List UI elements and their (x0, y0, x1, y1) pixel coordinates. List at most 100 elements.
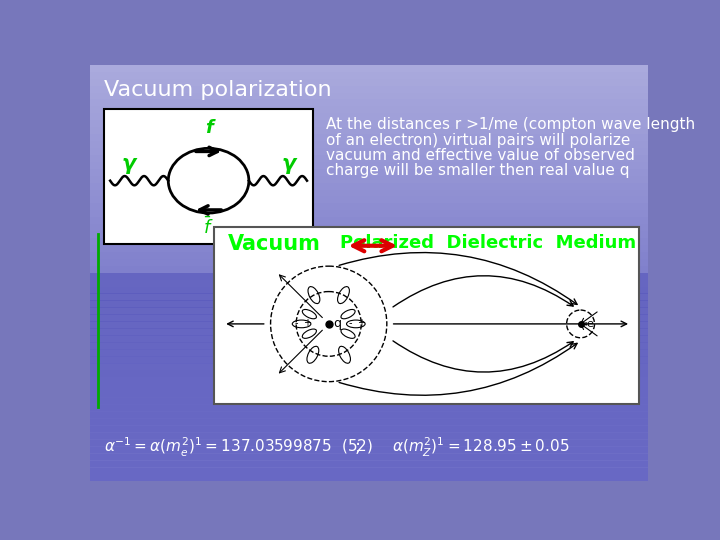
Bar (90, 65, 648, 72)
Bar (90, 266, 648, 273)
Bar (90, 453, 648, 461)
Bar (90, 439, 648, 447)
Text: $\alpha^{-1} = \alpha(m_e^2)^1 = 137.03599875\ \ (52)$: $\alpha^{-1} = \alpha(m_e^2)^1 = 137.035… (104, 436, 373, 459)
Bar (90, 342, 648, 350)
Text: f: f (204, 119, 212, 137)
Bar (90, 106, 648, 114)
Bar (90, 474, 648, 481)
Bar (90, 307, 648, 315)
Bar (90, 432, 648, 440)
Bar (90, 425, 648, 433)
Bar (90, 197, 648, 204)
Bar (90, 99, 648, 107)
Bar (90, 349, 648, 356)
Bar (90, 204, 648, 211)
Bar (90, 321, 648, 329)
Bar (90, 404, 648, 412)
Bar (90, 328, 648, 336)
Bar (90, 287, 648, 294)
Bar (90, 439, 648, 447)
Bar (90, 307, 648, 315)
Bar (90, 335, 648, 343)
Bar (214, 226, 639, 403)
Bar (90, 168, 648, 177)
Bar (90, 342, 648, 350)
Bar (90, 300, 648, 308)
Bar (90, 335, 648, 343)
Bar (90, 314, 648, 322)
Bar (90, 79, 648, 86)
Bar (90, 92, 648, 100)
Bar (90, 377, 648, 384)
Bar (90, 370, 648, 377)
Bar (90, 162, 648, 170)
Bar (90, 155, 648, 163)
Bar (90, 411, 648, 419)
Text: -: - (294, 318, 298, 328)
Bar (90, 390, 648, 398)
Bar (90, 418, 648, 426)
Text: γ: γ (122, 154, 136, 174)
Bar (90, 460, 648, 468)
Bar (90, 273, 648, 280)
Text: Polarized  Dielectric  Medium: Polarized Dielectric Medium (340, 234, 636, 252)
Bar (90, 363, 648, 370)
Bar (90, 383, 648, 392)
Bar (90, 85, 648, 93)
Bar (90, 294, 648, 301)
Bar (90, 404, 648, 412)
Bar (90, 113, 648, 121)
Bar (90, 217, 648, 225)
Bar (90, 446, 648, 454)
Bar (90, 190, 648, 197)
Bar (90, 363, 648, 370)
Text: -e: -e (584, 319, 595, 329)
Bar (104, 110, 313, 244)
Bar (90, 273, 648, 280)
Bar (90, 314, 648, 322)
Text: q: q (333, 318, 341, 330)
Bar (90, 300, 648, 308)
Bar (90, 460, 648, 468)
Bar (90, 259, 648, 267)
Bar (90, 245, 648, 253)
Bar (90, 390, 648, 398)
Bar (90, 446, 648, 454)
Bar (90, 383, 648, 392)
Text: $\alpha(m_Z^2)^1 = 128.95 \pm 0.05$: $\alpha(m_Z^2)^1 = 128.95 \pm 0.05$ (392, 436, 570, 459)
Bar (90, 328, 648, 336)
Bar (90, 211, 648, 218)
Bar (90, 176, 648, 184)
Text: At the distances r >1/me (compton wave length: At the distances r >1/me (compton wave l… (326, 117, 696, 132)
Text: Vacuum: Vacuum (228, 234, 321, 254)
Text: vacuum and effective value of observed: vacuum and effective value of observed (326, 148, 635, 163)
Bar (90, 280, 648, 287)
Bar (90, 453, 648, 461)
Bar (90, 349, 648, 356)
Text: charge will be smaller then real value q: charge will be smaller then real value q (326, 164, 630, 178)
Bar (90, 72, 648, 79)
Bar (90, 474, 648, 481)
Bar (90, 231, 648, 239)
Bar (90, 397, 648, 405)
Text: of an electron) virtual pairs will polarize: of an electron) virtual pairs will polar… (326, 132, 631, 147)
Bar (90, 356, 648, 363)
Bar (90, 467, 648, 475)
Bar (90, 252, 648, 260)
Text: γ: γ (282, 154, 295, 174)
Bar (90, 356, 648, 363)
Bar (90, 370, 648, 377)
Bar (90, 127, 648, 135)
Text: +: + (357, 318, 365, 328)
Bar (90, 425, 648, 433)
Bar (90, 141, 648, 148)
Text: $\bar{f}$: $\bar{f}$ (203, 217, 214, 238)
Text: ;: ; (354, 438, 361, 456)
Bar (90, 397, 648, 405)
Bar (90, 294, 648, 301)
Bar (90, 183, 648, 190)
Bar (90, 411, 648, 419)
Bar (90, 467, 648, 475)
Bar (90, 134, 648, 142)
Bar (90, 238, 648, 246)
